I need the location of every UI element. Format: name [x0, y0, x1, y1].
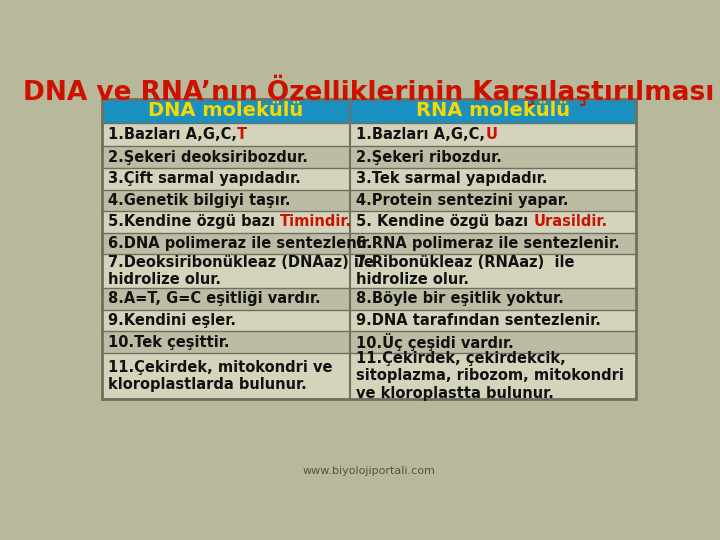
Bar — [351, 211, 636, 233]
Bar — [351, 233, 636, 254]
Text: 3.Çift sarmal yapıdadır.: 3.Çift sarmal yapıdadır. — [108, 171, 300, 186]
Text: 8.Böyle bir eşitlik yoktur.: 8.Böyle bir eşitlik yoktur. — [356, 292, 564, 306]
Bar — [351, 190, 636, 211]
Text: U: U — [485, 127, 498, 143]
Text: 5.Kendine özgü bazı: 5.Kendine özgü bazı — [108, 214, 280, 230]
Text: 3.Tek sarmal yapıdadır.: 3.Tek sarmal yapıdadır. — [356, 171, 548, 186]
Bar — [102, 331, 351, 353]
Text: 1.Bazları A,G,C,: 1.Bazları A,G,C, — [108, 127, 237, 143]
Bar — [102, 309, 351, 331]
Text: 5. Kendine özgü bazı: 5. Kendine özgü bazı — [356, 214, 534, 230]
Text: 9.Kendini eşler.: 9.Kendini eşler. — [108, 313, 236, 328]
Text: 8.A=T, G=C eşitliği vardır.: 8.A=T, G=C eşitliği vardır. — [108, 292, 320, 306]
Bar — [351, 331, 636, 353]
Bar — [102, 211, 351, 233]
Bar — [351, 146, 636, 168]
Bar — [102, 254, 351, 288]
Bar — [102, 123, 351, 146]
Text: 4.Protein sentezini yapar.: 4.Protein sentezini yapar. — [356, 193, 569, 208]
Text: 10.Tek çeşittir.: 10.Tek çeşittir. — [108, 334, 230, 349]
Text: 9.DNA tarafından sentezlenir.: 9.DNA tarafından sentezlenir. — [356, 313, 601, 328]
Text: 7.Deoksiribonükleaz (DNAaz) ile
hidrolize olur.: 7.Deoksiribonükleaz (DNAaz) ile hidroliz… — [108, 255, 374, 287]
Bar — [102, 353, 351, 399]
Text: DNA molekülü: DNA molekülü — [148, 102, 304, 120]
Bar — [351, 353, 636, 399]
Text: 11.Çekirdek, mitokondri ve
kloroplastlarda bulunur.: 11.Çekirdek, mitokondri ve kloroplastlar… — [108, 360, 333, 392]
Bar — [102, 99, 351, 123]
Text: 6.RNA polimeraz ile sentezlenir.: 6.RNA polimeraz ile sentezlenir. — [356, 236, 620, 251]
Text: RNA molekülü: RNA molekülü — [416, 102, 570, 120]
Text: T: T — [237, 127, 247, 143]
Bar — [351, 288, 636, 309]
Text: 11.Çekirdek, çekirdekcik,
sitoplazma, ribozom, mitokondri
ve kloroplastta bulunu: 11.Çekirdek, çekirdekcik, sitoplazma, ri… — [356, 351, 624, 401]
Bar — [351, 254, 636, 288]
Text: 2.Şekeri ribozdur.: 2.Şekeri ribozdur. — [356, 150, 503, 165]
Bar — [102, 146, 351, 168]
Bar — [102, 288, 351, 309]
Bar — [351, 123, 636, 146]
Text: 10.Üç çeşidi vardır.: 10.Üç çeşidi vardır. — [356, 333, 514, 351]
Bar — [102, 99, 636, 399]
Text: www.biyolojiportali.com: www.biyolojiportali.com — [302, 466, 436, 476]
Text: DNA ve RNA’nın Özelliklerinin Karşılaştırılması: DNA ve RNA’nın Özelliklerinin Karşılaştı… — [23, 75, 715, 106]
Text: 7.Ribonükleaz (RNAaz)  ile
hidrolize olur.: 7.Ribonükleaz (RNAaz) ile hidrolize olur… — [356, 255, 575, 287]
Text: 4.Genetik bilgiyi taşır.: 4.Genetik bilgiyi taşır. — [108, 193, 290, 208]
Text: 2.Şekeri deoksiribozdur.: 2.Şekeri deoksiribozdur. — [108, 150, 307, 165]
Bar — [102, 168, 351, 190]
Text: Urasildir.: Urasildir. — [534, 214, 608, 230]
Text: 6.DNA polimeraz ile sentezlenir.: 6.DNA polimeraz ile sentezlenir. — [108, 236, 372, 251]
Bar — [102, 190, 351, 211]
Text: Timindir.: Timindir. — [280, 214, 352, 230]
Bar — [351, 168, 636, 190]
Bar — [102, 233, 351, 254]
Text: 1.Bazları A,G,C,: 1.Bazları A,G,C, — [356, 127, 485, 143]
Bar — [351, 99, 636, 123]
Bar — [351, 309, 636, 331]
